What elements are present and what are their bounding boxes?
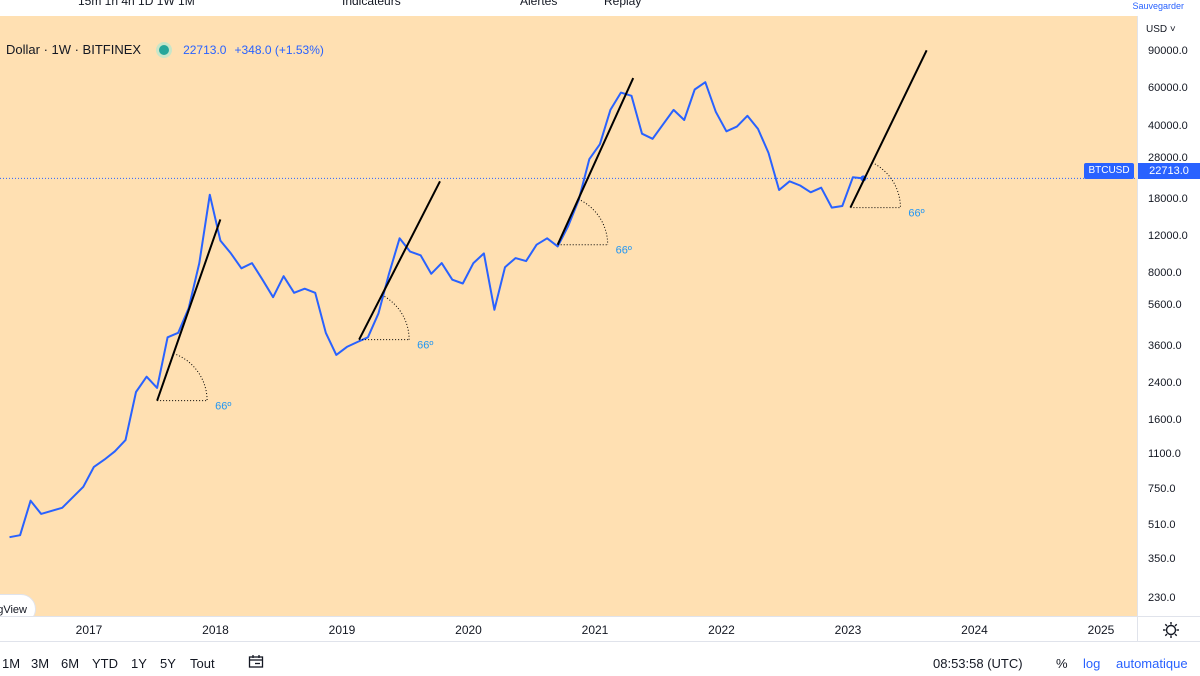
angle-label: 66º: [417, 340, 433, 352]
price-scale-label: 12000.0: [1148, 229, 1188, 242]
save-button[interactable]: Sauvegarder: [1132, 1, 1184, 11]
time-axis-label: 2020: [455, 623, 482, 637]
price-scale-label: 510.0: [1148, 518, 1176, 531]
indicators-button[interactable]: Indicateurs: [342, 0, 401, 8]
replay-button[interactable]: Replay: [604, 0, 642, 8]
time-axis-label: 2019: [328, 623, 356, 637]
price-scale-label: 28000.0: [1148, 152, 1188, 165]
chart-legend: Dollar · 1W · BITFINEX 22713.0 +348.0 (+…: [6, 42, 324, 57]
price-scale-label: 60000.0: [1148, 82, 1188, 95]
last-price-tag: 22713.0: [1138, 163, 1200, 179]
chart-settings[interactable]: [1137, 616, 1200, 642]
time-axis-label: 2017: [75, 623, 103, 637]
log-toggle[interactable]: log: [1083, 656, 1101, 671]
market-status-icon: [159, 44, 170, 55]
symbol-label[interactable]: Dollar · 1W · BITFINEX: [6, 42, 142, 57]
price-scale-label: 230.0: [1148, 591, 1176, 604]
price-scale-label: 3600.0: [1148, 339, 1182, 352]
price-scale-label: 5600.0: [1148, 299, 1182, 312]
range-5y[interactable]: 5Y: [160, 656, 176, 671]
alerts-button[interactable]: Alertes: [520, 0, 558, 8]
percent-toggle[interactable]: %: [1056, 656, 1068, 671]
tradingview-logo[interactable]: gView: [0, 594, 36, 616]
price-scale-label: 40000.0: [1148, 119, 1188, 132]
angle-arc: [173, 353, 208, 401]
angle-label: 66º: [616, 245, 632, 257]
top-toolbar: 15m 1h 4h 1D 1W 1M Indicateurs Alertes R…: [0, 0, 1200, 17]
legend-price: 22713.0: [183, 42, 227, 57]
bottom-toolbar: 1M 3M 6M YTD 1Y 5Y Tout 08:53:58 (UTC) %…: [0, 641, 1200, 676]
price-scale-label: 90000.0: [1148, 45, 1188, 58]
range-all[interactable]: Tout: [190, 656, 215, 671]
time-axis-label: 2018: [202, 623, 229, 637]
price-scale-label: 18000.0: [1148, 192, 1188, 205]
angle-arc: [872, 162, 901, 208]
auto-scale-toggle[interactable]: automatique: [1116, 656, 1188, 671]
range-1y[interactable]: 1Y: [131, 656, 147, 671]
price-scale-label: 8000.0: [1148, 266, 1182, 279]
chart-pane[interactable]: 66º 66º 66º 66º Dollar · 1W · BITFINEX 2271…: [0, 16, 1137, 616]
trend-line[interactable]: [849, 49, 928, 209]
angle-arc: [381, 294, 410, 340]
angle-arc: [578, 198, 609, 245]
time-axis-label: 2024: [961, 623, 988, 637]
gear-icon[interactable]: [1138, 617, 1200, 642]
range-ytd[interactable]: YTD: [92, 656, 118, 671]
time-axis[interactable]: 2017 2018 2019 2020 2021 2022 2023 2024 2025: [0, 616, 1137, 642]
utc-clock[interactable]: 08:53:58 (UTC): [933, 656, 1023, 671]
date-range-icon[interactable]: [248, 654, 264, 671]
legend-change: +348.0 (+1.53%): [234, 42, 324, 57]
trend-line[interactable]: [156, 219, 222, 402]
price-scale-label: 2400.0: [1148, 377, 1182, 389]
angle-label: 66º: [215, 401, 231, 413]
price-chart[interactable]: 66º 66º 66º 66º: [0, 16, 1137, 616]
range-3m[interactable]: 3M: [31, 656, 50, 671]
price-scale-label: 750.0: [1148, 483, 1176, 496]
angle-label: 66º: [908, 208, 924, 220]
price-scale-label: 350.0: [1148, 553, 1176, 566]
interval-buttons[interactable]: 15m 1h 4h 1D 1W 1M: [78, 0, 195, 8]
time-axis-label: 2025: [1087, 623, 1115, 637]
currency-dropdown[interactable]: USD ˅: [1146, 24, 1176, 35]
trend-line[interactable]: [358, 180, 441, 341]
time-axis-label: 2022: [708, 623, 735, 637]
chevron-down-icon: ˅: [1169, 24, 1176, 35]
time-axis-label: 2023: [834, 623, 862, 637]
trend-line[interactable]: [556, 77, 635, 246]
range-1m[interactable]: 1M: [2, 656, 21, 671]
ticker-tag: BTCUSD: [1084, 163, 1134, 179]
price-scale-label: 1600.0: [1148, 414, 1182, 427]
time-axis-label: 2021: [581, 623, 609, 637]
btc-price-line[interactable]: [9, 81, 864, 539]
price-scale[interactable]: USD ˅ 90000.0 60000.0 40000.0 28000.0 18000.…: [1137, 16, 1200, 637]
price-scale-label: 1100.0: [1148, 448, 1181, 461]
range-6m[interactable]: 6M: [61, 656, 80, 671]
